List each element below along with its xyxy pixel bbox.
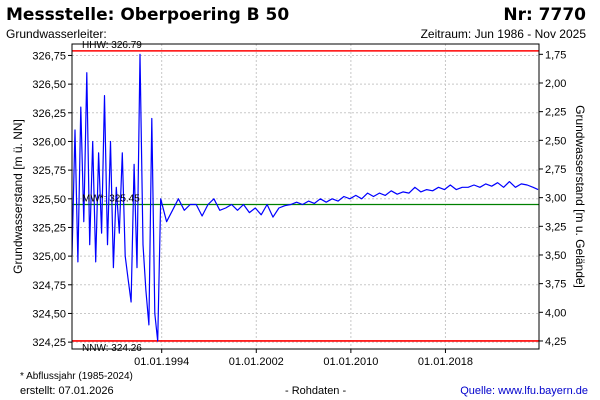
- raw-data-note: - Rohdaten -: [285, 385, 347, 397]
- station-number: Nr: 7770: [503, 5, 586, 25]
- aquifer-label: Grundwasserleiter:: [6, 27, 107, 41]
- y-tick-label: 325,75: [32, 165, 66, 177]
- y-tick-label: 326,50: [32, 79, 66, 91]
- ref-label-hhw: HHW: 326.79: [82, 40, 142, 51]
- y2-tick-label: 3,50: [545, 250, 566, 262]
- y2-tick-label: 3,00: [545, 193, 566, 205]
- y-tick-label: 325,50: [32, 194, 66, 206]
- plot-frame: [71, 43, 540, 350]
- y2-tick-label: 4,00: [545, 307, 566, 319]
- station-title: Messstelle: Oberpoering B 50: [6, 5, 290, 25]
- y-tick-label: 326,75: [32, 50, 66, 62]
- y-axis-label: Grundwasserstand [m ü. NN]: [11, 119, 25, 274]
- y-tick-label: 325,00: [32, 251, 66, 263]
- x-axis: 01.01.1994 01.01.2002 01.01.2010 01.01.2018: [134, 349, 473, 368]
- y-tick-label: 326,00: [32, 136, 66, 148]
- y2-tick-label: 2,50: [545, 135, 566, 147]
- x-tick-label: 01.01.1994: [134, 356, 189, 368]
- y-tick-label: 324,25: [32, 337, 66, 349]
- x-tick-label: 01.01.2018: [418, 356, 473, 368]
- footnote: * Abflussjahr (1985-2024): [20, 371, 133, 382]
- reference-lines: [72, 50, 539, 342]
- y2-tick-label: 1,75: [545, 49, 566, 61]
- ref-label-nnw: NNW: 324.26: [82, 343, 142, 354]
- x-tick-label: 01.01.2010: [323, 356, 378, 368]
- y-tick-label: 324,75: [32, 280, 66, 292]
- ref-label-mw: MW*: 325.45: [82, 194, 140, 205]
- y-tick-label: 325,25: [32, 222, 66, 234]
- y2-tick-label: 4,25: [545, 336, 566, 348]
- y2-tick-label: 2,25: [545, 107, 566, 119]
- y2-tick-label: 3,75: [545, 279, 566, 291]
- y-axis-right: 1,75 2,00 2,25 2,50 2,75 3,00 3,25 3,50 3,75 4,00…: [539, 49, 566, 348]
- y-tick-label: 326,25: [32, 108, 66, 120]
- series-group: [71, 53, 539, 342]
- y2-tick-label: 3,25: [545, 221, 566, 233]
- y-axis-left: 326,75 326,50 326,25 326,00 325,75 325,50 325,…: [32, 50, 72, 349]
- created-date: erstellt: 07.01.2026: [20, 385, 114, 397]
- x-tick-label: 01.01.2002: [229, 356, 284, 368]
- y2-tick-label: 2,75: [545, 164, 566, 176]
- reference-labels: HHW: 326.79 NNW: 324.26 MW*: 325.45: [82, 40, 142, 354]
- y2-tick-label: 2,00: [545, 78, 566, 90]
- y-tick-label: 324,50: [32, 308, 66, 320]
- y2-axis-label: Grundwasserstand [m u. Gelände]: [573, 105, 587, 288]
- series-line: [71, 53, 539, 342]
- period-label: Zeitraum: Jun 1986 - Nov 2025: [420, 27, 586, 41]
- source-link[interactable]: Quelle: www.lfu.bayern.de: [460, 385, 588, 397]
